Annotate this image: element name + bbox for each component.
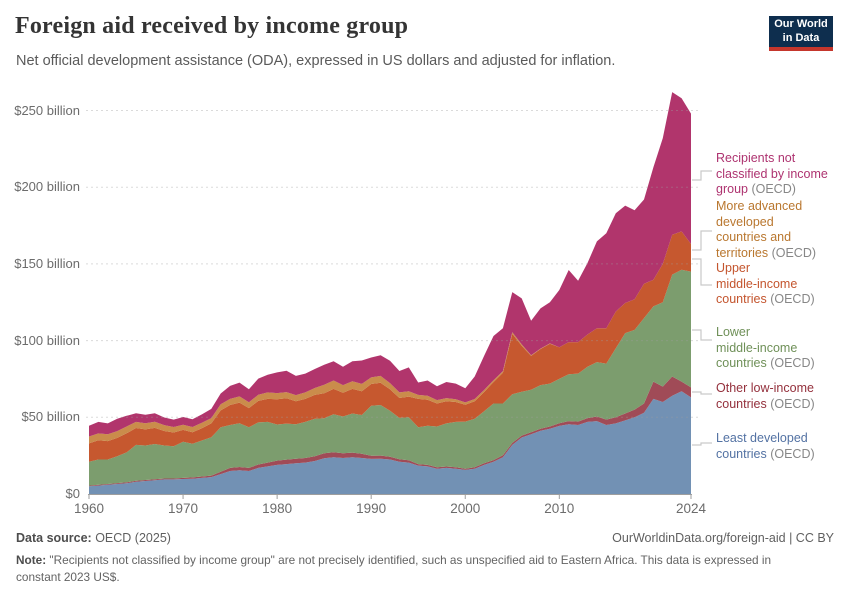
legend-suffix: (OECD) (766, 292, 815, 306)
data-source-label: Data source: (16, 531, 92, 545)
area-unclassified[interactable] (89, 92, 691, 437)
legend-label: Upper middle-income countries (716, 261, 798, 306)
y-axis-label: $250 billion (14, 102, 80, 118)
legend-suffix: (OECD) (766, 356, 815, 370)
data-source-line: Data source: OECD (2025) (16, 531, 171, 545)
x-axis-label: 1990 (356, 501, 387, 516)
data-source-value: OECD (2025) (91, 531, 171, 545)
legend-suffix: (OECD) (768, 245, 817, 260)
note-label: Note: (16, 553, 47, 567)
legend-suffix: (OECD) (747, 182, 796, 196)
legend-label: Other low-income countries (716, 381, 814, 411)
x-axis-label: 1980 (262, 501, 293, 516)
legend-label: More advanced developed countries and te… (716, 199, 803, 260)
legend-label: Recipients not classified by income grou… (716, 151, 828, 196)
page-title: Foreign aid received by income group (15, 13, 409, 39)
owid-logo-line2: in Data (782, 31, 820, 44)
x-axis-label: 2024 (675, 501, 707, 516)
legend-connector (692, 391, 712, 395)
legend-suffix: (OECD) (766, 446, 815, 461)
note-text: "Recipients not classified by income gro… (16, 553, 772, 585)
area-lower-middle-income[interactable] (89, 269, 691, 486)
y-axis-label: $150 billion (14, 255, 80, 271)
x-axis-label: 1970 (168, 501, 199, 516)
owid-logo-line1: Our World (774, 17, 828, 30)
y-axis-label: $50 billion (21, 409, 80, 425)
legend-item-least-developed[interactable]: Least developed countries (OECD) (716, 431, 843, 462)
legend-connector (692, 230, 712, 251)
area-least-developed[interactable] (89, 391, 691, 494)
attribution-link[interactable]: OurWorldinData.org/foreign-aid | CC BY (612, 531, 834, 545)
owid-logo-red-bar (769, 47, 833, 51)
legend-connector (692, 170, 712, 181)
legend-item-more-advanced-developed[interactable]: More advanced developed countries and te… (716, 199, 843, 261)
y-axis-label: $100 billion (14, 332, 80, 348)
legend-connector (692, 329, 712, 341)
legend-connector (692, 258, 712, 286)
legend-item-other-low-income[interactable]: Other low-income countries (OECD) (716, 381, 843, 412)
legend-item-recipients-not-classified[interactable]: Recipients not classified by income grou… (716, 151, 843, 198)
x-axis-label: 1960 (73, 501, 105, 516)
legend-label: Lower middle-income countries (716, 325, 798, 370)
legend-item-upper-middle-income[interactable]: Upper middle-income countries (OECD) (716, 261, 843, 308)
legend-connector (692, 442, 712, 446)
area-upper-middle-income[interactable] (89, 231, 691, 462)
legend-suffix: (OECD) (766, 396, 815, 411)
y-axis-label: $0 (65, 486, 80, 501)
x-axis-label: 2010 (544, 501, 575, 516)
chart-subtitle: Net official development assistance (ODA… (16, 53, 616, 69)
legend-item-lower-middle-income[interactable]: Lower middle-income countries (OECD) (716, 325, 843, 372)
legend-label: Least developed countries (716, 431, 808, 461)
chart-note: Note: "Recipients not classified by inco… (16, 552, 812, 586)
owid-logo-box: Our World in Data (769, 16, 833, 47)
x-axis-label: 2000 (450, 501, 481, 516)
owid-logo[interactable]: Our World in Data (769, 16, 833, 51)
y-axis-label: $200 billion (14, 179, 80, 195)
